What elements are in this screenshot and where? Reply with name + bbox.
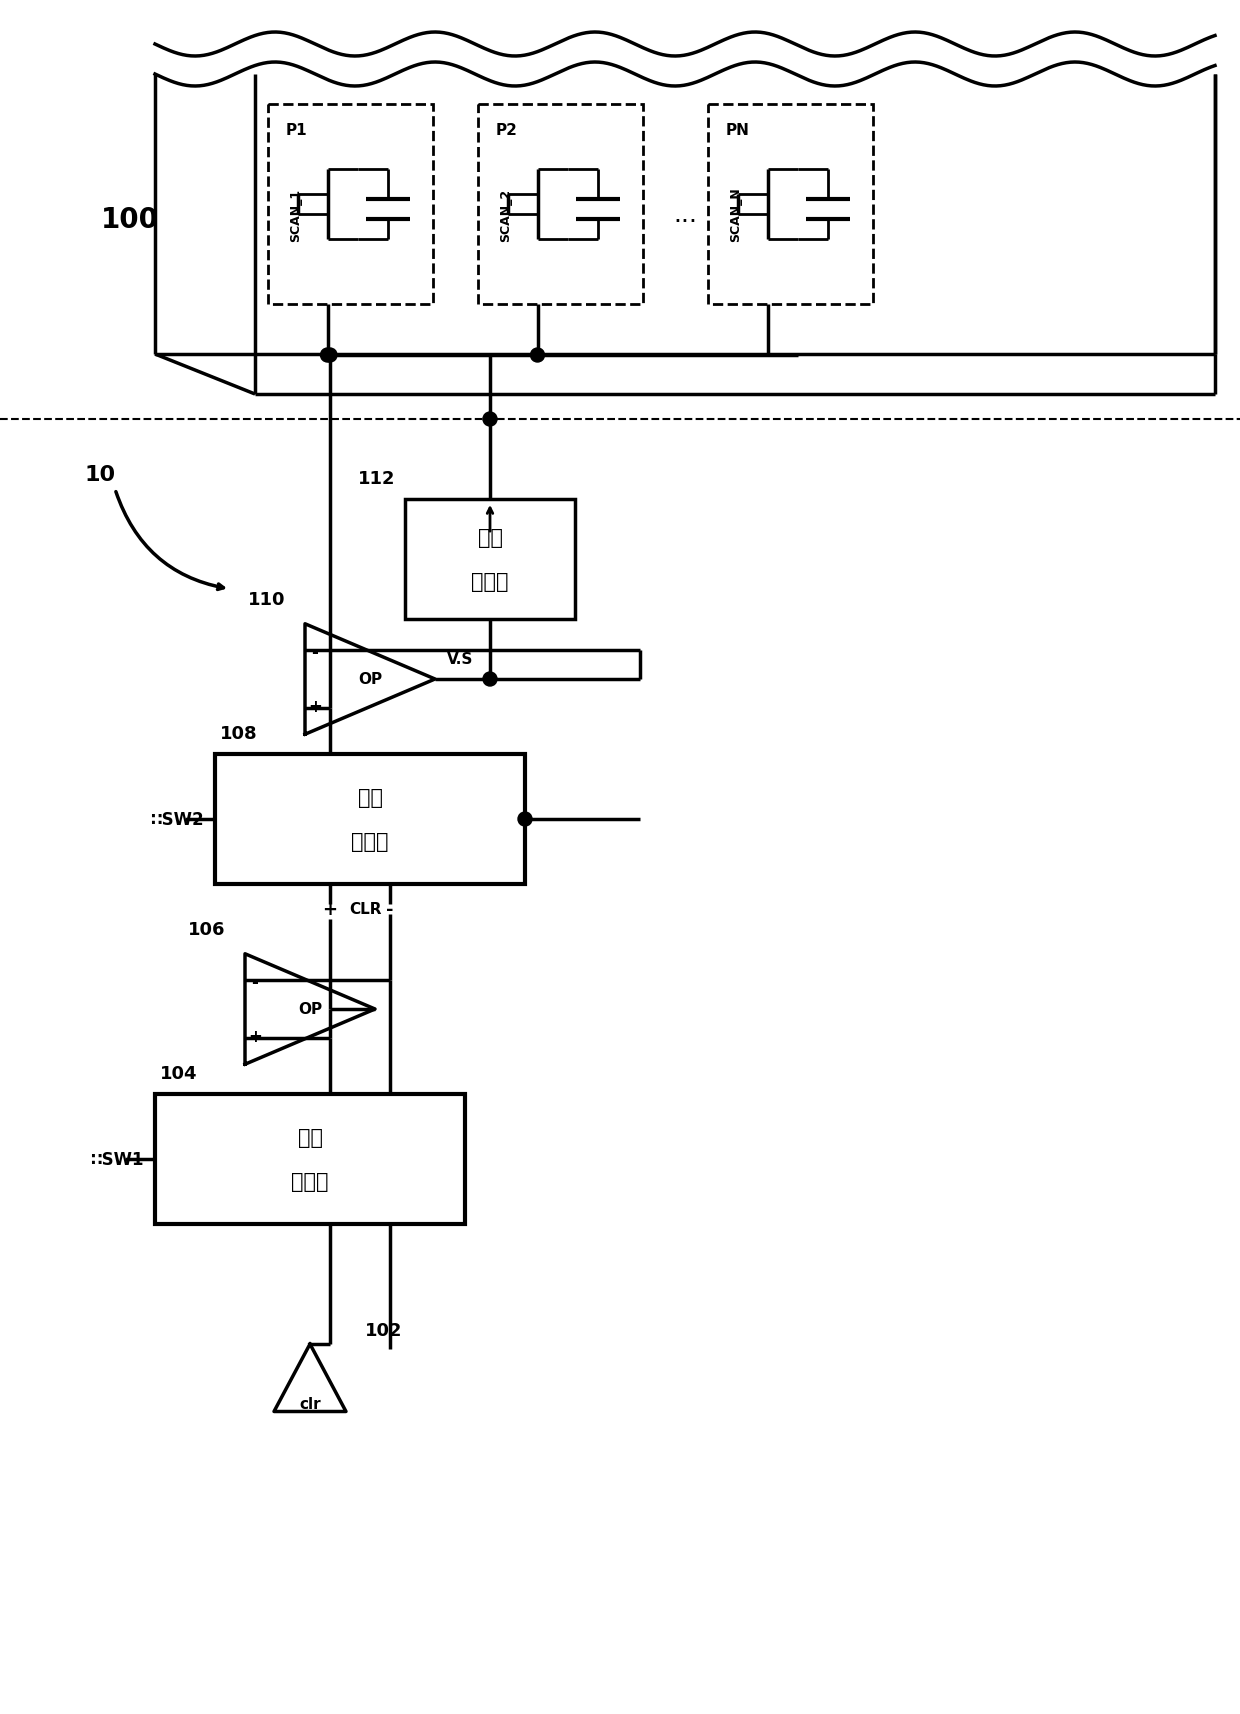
Text: -: - xyxy=(386,900,394,919)
Circle shape xyxy=(531,348,544,363)
Text: +: + xyxy=(322,900,337,919)
Text: OP: OP xyxy=(298,1003,322,1016)
Text: 102: 102 xyxy=(365,1321,403,1339)
Circle shape xyxy=(518,812,532,826)
Text: clr: clr xyxy=(299,1397,321,1412)
Text: 滤波器: 滤波器 xyxy=(471,572,508,591)
Bar xyxy=(155,1094,465,1224)
Text: -: - xyxy=(252,974,258,991)
Text: OP: OP xyxy=(358,672,382,687)
Text: P2: P2 xyxy=(496,123,517,137)
Text: SCAN_2: SCAN_2 xyxy=(498,189,512,242)
Text: 断路器: 断路器 xyxy=(351,831,389,852)
Text: PN: PN xyxy=(725,123,749,137)
Text: P1: P1 xyxy=(285,123,308,137)
Text: 低通: 低通 xyxy=(477,528,502,548)
Text: ∷SW1: ∷SW1 xyxy=(91,1150,144,1169)
Circle shape xyxy=(322,348,337,363)
Bar xyxy=(405,500,575,620)
Text: 112: 112 xyxy=(357,470,396,488)
Text: 100: 100 xyxy=(100,206,159,233)
Text: 106: 106 xyxy=(187,920,224,939)
Text: 108: 108 xyxy=(219,725,258,742)
Text: V.S: V.S xyxy=(446,651,474,667)
Text: +: + xyxy=(308,698,322,716)
Text: 第一: 第一 xyxy=(298,1128,322,1147)
Circle shape xyxy=(320,348,335,363)
Text: 110: 110 xyxy=(248,591,285,608)
Text: 104: 104 xyxy=(160,1064,197,1082)
Text: CLR: CLR xyxy=(348,902,381,917)
Text: SCAN_1: SCAN_1 xyxy=(289,189,303,242)
Text: -: - xyxy=(311,643,319,662)
Circle shape xyxy=(484,413,497,427)
Text: 断路器: 断路器 xyxy=(291,1171,329,1191)
Text: +: + xyxy=(248,1028,262,1046)
Circle shape xyxy=(484,672,497,687)
Bar xyxy=(215,754,525,884)
Text: SCAN_N: SCAN_N xyxy=(729,187,742,242)
Text: 10: 10 xyxy=(84,464,115,485)
Text: ...: ... xyxy=(673,202,697,226)
Text: ∷SW2: ∷SW2 xyxy=(150,811,203,828)
Text: 第二: 第二 xyxy=(357,787,382,807)
